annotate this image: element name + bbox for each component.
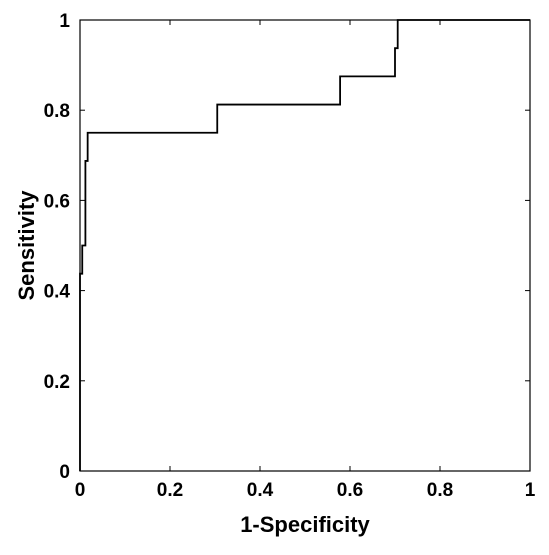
- plot-area: [79, 19, 531, 472]
- series-layer: [79, 19, 530, 471]
- y-tick-label: 0.6: [44, 191, 70, 212]
- y-tick-label: 0.4: [44, 282, 71, 303]
- y-tick-label: 0.8: [44, 101, 70, 122]
- y-tick-label: 0: [59, 462, 70, 483]
- y-axis: 0 0.2 0.4 0.6 0.8 1: [44, 11, 530, 483]
- x-axis-label: 1-Specificity: [240, 512, 370, 537]
- y-tick-label: 0.2: [44, 372, 70, 393]
- y-tick-label: 1: [59, 11, 70, 32]
- roc-curve-line: [79, 19, 530, 471]
- x-tick-label: 0.6: [337, 480, 363, 501]
- x-axis: 0 0.2 0.4 0.6 0.8 1: [75, 20, 536, 501]
- x-tick-label: 0.4: [247, 480, 274, 501]
- x-tick-label: 0.2: [157, 480, 183, 501]
- x-tick-label: 0.8: [427, 480, 453, 501]
- y-axis-label: Sensitivity: [14, 190, 39, 301]
- x-tick-label: 0: [75, 480, 86, 501]
- x-tick-label: 1: [525, 480, 536, 501]
